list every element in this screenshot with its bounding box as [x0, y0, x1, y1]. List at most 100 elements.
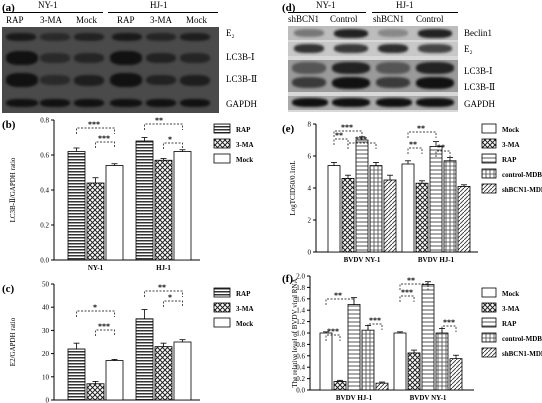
- chart-b-ytick-label-4: 0.8: [40, 117, 49, 125]
- blot-d-image: [288, 26, 458, 112]
- chart-b-xlabel-1: NY-1: [88, 264, 104, 272]
- chart-b-bar-1-1: [67, 151, 86, 261]
- blot-d-lane-3: shBCN1: [373, 14, 405, 24]
- blot-a-band-e2: E₂: [226, 28, 235, 38]
- chart-e-xlabel-1: BVDV NY-1: [344, 256, 381, 264]
- chart-e-ytick-label-3: 6: [308, 153, 312, 161]
- chart-f-sig-bracket-4: [399, 283, 429, 290]
- chart-e-bar-4-2: [443, 160, 457, 253]
- blot-d-band-e2: E₂: [464, 44, 473, 54]
- chart-c-ytick-label-4: 40: [42, 304, 50, 312]
- blot-d-band-lc3b1: LC3B-Ⅰ: [464, 66, 493, 76]
- chart-f-sig-label-2: **: [334, 291, 342, 300]
- chart-e-sig-bracket-5: [407, 147, 423, 154]
- panel-e-letter: (e): [282, 123, 295, 135]
- chart-b-bar-3-2: [173, 151, 192, 261]
- blot-a-group-line-1: [3, 12, 103, 13]
- chart-f-sig-label-1: ***: [327, 327, 339, 336]
- blot-d-lane-2: Control: [330, 14, 358, 24]
- chart-f-ytick-label-7: 1.4: [296, 307, 305, 315]
- chart-c-ytick-label-5: 50: [42, 281, 50, 289]
- chart-e-sig-bracket-2: [333, 130, 363, 137]
- chart-e-sig-label-3: ***: [355, 135, 367, 144]
- chart-f-xlabel-1: BVDV HJ-1: [336, 394, 373, 402]
- chart-b-ytick-label-0: 0.0: [40, 257, 49, 265]
- chart-c-bar-1-1: [67, 348, 86, 401]
- blot-a-lane-5: 3-MA: [150, 15, 172, 25]
- chart-f-legend-swatch-2: [481, 302, 497, 313]
- chart-b-bar-3-1: [105, 165, 124, 261]
- chart-f-bar-1-2: [393, 332, 407, 391]
- chart-f-ytick-label-4: 0.8: [296, 341, 305, 349]
- chart-c-sig-label-4: *: [168, 293, 172, 302]
- chart-e-bar-3-1: [355, 139, 369, 253]
- chart-b-legend-label-2: 3-MA: [236, 141, 254, 149]
- chart-b-legend-label-1: RAP: [236, 126, 251, 134]
- chart-e-legend-swatch-1: [481, 123, 497, 134]
- blot-a-lane-6: Mock: [186, 15, 207, 25]
- chart-e-legend-swatch-4: [481, 168, 497, 179]
- chart-c-sig-label-2: ***: [98, 322, 110, 331]
- chart-b-bar-2-2: [154, 159, 173, 261]
- chart-e-bar-1-2: [401, 163, 415, 253]
- chart-f-sig-label-5: ***: [401, 288, 413, 297]
- chart-f-bar-2-1: [333, 381, 347, 391]
- blot-a-group-line-2: [108, 12, 218, 13]
- chart-b-ytick-label-1: 0.2: [40, 222, 49, 230]
- chart-c-sig-bracket-3: [144, 290, 183, 297]
- chart-c-sig-label-3: **: [158, 283, 166, 292]
- blot-d-group-line-1: [288, 12, 366, 13]
- chart-e-sig-bracket-1: [333, 138, 349, 145]
- chart-c-sig-bracket-4: [163, 300, 183, 307]
- chart-b-ytick-label-3: 0.6: [40, 152, 49, 160]
- chart-e-sig-label-2: ***: [341, 123, 353, 132]
- chart-e-legend-label-2: 3-MA: [502, 141, 520, 149]
- blot-a-image: [2, 27, 219, 113]
- chart-b-sig-label-3: **: [155, 116, 163, 125]
- chart-c-bar-3-1: [105, 360, 124, 401]
- chart-f-ytick-label-10: 2.0: [296, 273, 305, 281]
- chart-f-ytick-label-9: 1.8: [296, 284, 305, 292]
- chart-f-bar-3-1: [347, 304, 361, 391]
- blot-a-lane-4: RAP: [117, 15, 135, 25]
- chart-f-legend-label-1: Mock: [502, 290, 519, 298]
- chart-e-sig-label-1: **: [335, 131, 343, 140]
- chart-c-bar-3-2: [173, 341, 192, 401]
- chart-f-bar-5-1: [375, 382, 389, 391]
- chart-e-sig-bracket-4: [407, 131, 437, 138]
- chart-c-ytick-label-3: 30: [42, 327, 50, 335]
- blot-d-group-ny1: NY-1: [316, 0, 336, 10]
- chart-e-ytick-label-4: 8: [308, 121, 312, 129]
- panel-d-letter: (d): [282, 2, 296, 14]
- blot-a-band-lc3b2: LC3B-Ⅱ: [226, 74, 258, 84]
- chart-e-bar-3-2: [429, 145, 443, 253]
- chart-f-sig-label-6: ***: [443, 318, 455, 327]
- blot-d-group-hj1: HJ-1: [396, 0, 414, 10]
- chart-f-ytick-label-6: 1.2: [296, 318, 305, 326]
- chart-c-legend-swatch-3: [213, 317, 231, 328]
- chart-e-legend-swatch-5: [481, 183, 497, 194]
- blot-a-group-ny1: NY-1: [38, 0, 58, 10]
- chart-f-legend-swatch-3: [481, 317, 497, 328]
- chart-e-legend-label-5: shBCN1-MDBK: [502, 186, 542, 194]
- chart-b-sig-bracket-3: [144, 123, 183, 130]
- chart-c-bar-2-1: [86, 383, 105, 401]
- blot-a-band-gapdh: GAPDH: [226, 99, 258, 109]
- chart-b-ylabel: LC3B-Ⅱ/GAPDH ratio: [9, 157, 17, 222]
- chart-b-sig-bracket-2: [95, 141, 115, 148]
- chart-b-bar-2-1: [86, 182, 105, 261]
- chart-f-sig-bracket-5: [399, 295, 415, 302]
- chart-e-ytick-label-0: 0: [308, 249, 312, 257]
- chart-e-bar-4-1: [369, 165, 383, 253]
- chart-e-ytick-label-2: 4: [308, 185, 312, 193]
- chart-f-legend-swatch-5: [481, 347, 497, 358]
- chart-f-legend-label-5: shBCN1-MDBK: [502, 350, 542, 358]
- blot-d-group-line-2: [372, 12, 458, 13]
- chart-c-legend-swatch-2: [213, 302, 231, 313]
- chart-e-legend-label-1: Mock: [502, 126, 519, 134]
- chart-c-legend-swatch-1: [213, 287, 231, 298]
- chart-e-legend-swatch-3: [481, 153, 497, 164]
- chart-e-ylabel: LogTCID50/0.1mL: [289, 160, 297, 215]
- chart-b-sig-bracket-1: [76, 127, 115, 134]
- chart-f-bar-4-1: [361, 329, 375, 391]
